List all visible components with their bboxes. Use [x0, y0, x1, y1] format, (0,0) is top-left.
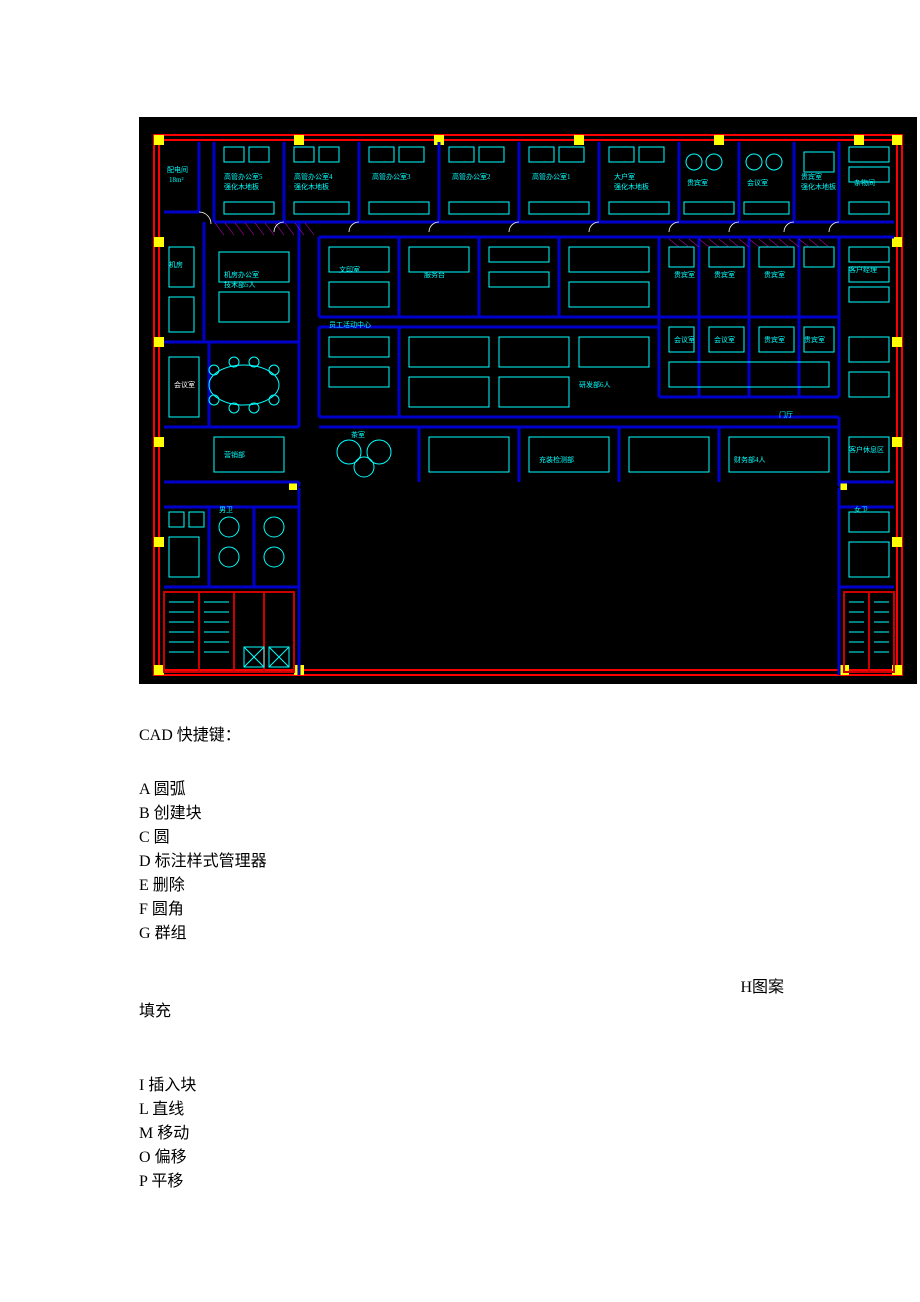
label-room18: 贵宾室: [764, 270, 785, 279]
label-room16: 贵宾室: [674, 270, 695, 279]
label-room11: 杂物间: [854, 178, 875, 187]
shortcut-key: A: [139, 781, 150, 798]
shortcut-item: B 创建块: [139, 802, 920, 826]
shortcut-item: G 群组: [139, 922, 920, 946]
shortcut-label: 标注样式管理器: [155, 853, 267, 870]
shortcut-item: L 直线: [139, 1098, 920, 1122]
h-right-text: H图案: [740, 976, 784, 1000]
cad-svg: 配电间 18m² 高管办公室5 强化木地板 高管办公室4 强化木地板 高管办公室…: [139, 117, 917, 684]
label-room29: 充装检测部: [539, 455, 574, 464]
label-room4: 高管办公室3: [372, 172, 411, 181]
label-room3: 高管办公室4: [294, 172, 333, 181]
shortcut-item: C 圆: [139, 826, 920, 850]
label-room13: 机房办公室: [224, 270, 259, 279]
label-room23: 贵宾室: [764, 335, 785, 344]
label-room12: 机房: [169, 260, 183, 269]
shortcut-label: 移动: [157, 1125, 189, 1142]
shortcut-key: G: [139, 925, 151, 942]
label-room25: 研发部6人: [579, 380, 611, 389]
shortcut-key: L: [139, 1101, 148, 1118]
label-room10b: 强化木地板: [801, 182, 836, 191]
label-room6: 高管办公室1: [532, 172, 571, 181]
label-room30: 财务部4人: [734, 455, 766, 464]
label-room27: 营销部: [224, 450, 245, 459]
shortcut-label: 删除: [153, 877, 185, 894]
shortcut-key: O: [139, 1149, 151, 1166]
label-room2b: 强化木地板: [224, 182, 259, 191]
label-room22: 会议室: [714, 335, 735, 344]
h-section: H图案 填充: [139, 976, 919, 1024]
label-meeting: 会议室: [174, 380, 195, 389]
label-room1: 配电间: [167, 165, 188, 174]
label-room8: 贵宾室: [687, 178, 708, 187]
cad-floorplan-image: 配电间 18m² 高管办公室5 强化木地板 高管办公室4 强化木地板 高管办公室…: [139, 117, 917, 684]
shortcut-key: E: [139, 877, 149, 894]
label-room14: 文印室: [339, 265, 360, 274]
label-room5: 高管办公室2: [452, 172, 491, 181]
shortcut-item: E 删除: [139, 874, 920, 898]
shortcut-label: 群组: [155, 925, 187, 942]
shortcut-item: I 插入块: [139, 1074, 920, 1098]
shortcut-label: 直线: [152, 1101, 184, 1118]
shortcut-key: D: [139, 853, 151, 870]
shortcut-list-2: I 插入块 L 直线 M 移动 O 偏移 P 平移: [139, 1074, 920, 1194]
shortcut-label: 圆: [154, 829, 170, 846]
section-title: CAD 快捷键：: [139, 724, 920, 748]
label-room2: 高管办公室5: [224, 172, 263, 181]
shortcut-item: P 平移: [139, 1170, 920, 1194]
shortcut-item: D 标注样式管理器: [139, 850, 920, 874]
shortcut-item: F 圆角: [139, 898, 920, 922]
label-room10: 贵宾室: [801, 172, 822, 181]
shortcut-label: 平移: [151, 1173, 183, 1190]
label-room32: 男卫: [219, 506, 233, 514]
label-room20: 员工活动中心: [329, 320, 371, 329]
shortcut-label: 圆弧: [154, 781, 186, 798]
label-room13b: 技术部5人: [224, 280, 256, 289]
shortcut-label: 圆角: [152, 901, 184, 918]
shortcut-item: O 偏移: [139, 1146, 920, 1170]
label-room7: 大户室: [614, 172, 635, 181]
label-room1-area: 18m²: [169, 176, 184, 184]
label-room7b: 强化木地板: [614, 182, 649, 191]
label-room15: 服务台: [424, 270, 445, 279]
shortcut-item: A 圆弧: [139, 778, 920, 802]
shortcut-key: C: [139, 829, 150, 846]
label-room24: 贵宾室: [804, 335, 825, 344]
label-room9: 会议室: [747, 178, 768, 187]
shortcut-key: F: [139, 901, 148, 918]
shortcut-label: 插入块: [148, 1077, 196, 1094]
label-room3b: 强化木地板: [294, 182, 329, 191]
shortcut-item: M 移动: [139, 1122, 920, 1146]
shortcut-label: 偏移: [155, 1149, 187, 1166]
label-room33: 女卫: [854, 505, 868, 514]
label-room31: 客户休息区: [849, 445, 884, 454]
label-room28: 茶室: [351, 430, 365, 439]
label-room19: 客户经理: [849, 265, 877, 274]
shortcut-key: M: [139, 1125, 153, 1142]
label-room26: 门厅: [779, 410, 793, 419]
shortcut-key: P: [139, 1173, 147, 1190]
text-content: CAD 快捷键： A 圆弧 B 创建块 C 圆 D 标注样式管理器 E 删除 F…: [139, 684, 920, 1194]
shortcut-list-1: A 圆弧 B 创建块 C 圆 D 标注样式管理器 E 删除 F 圆角 G 群组: [139, 778, 920, 946]
label-room21: 会议室: [674, 335, 695, 344]
document-page: 配电间 18m² 高管办公室5 强化木地板 高管办公室4 强化木地板 高管办公室…: [0, 0, 920, 1194]
h-left-text: 填充: [139, 976, 919, 1024]
shortcut-key: B: [139, 805, 150, 822]
shortcut-key: I: [139, 1077, 144, 1094]
shortcut-label: 创建块: [154, 805, 202, 822]
label-room17: 贵宾室: [714, 270, 735, 279]
